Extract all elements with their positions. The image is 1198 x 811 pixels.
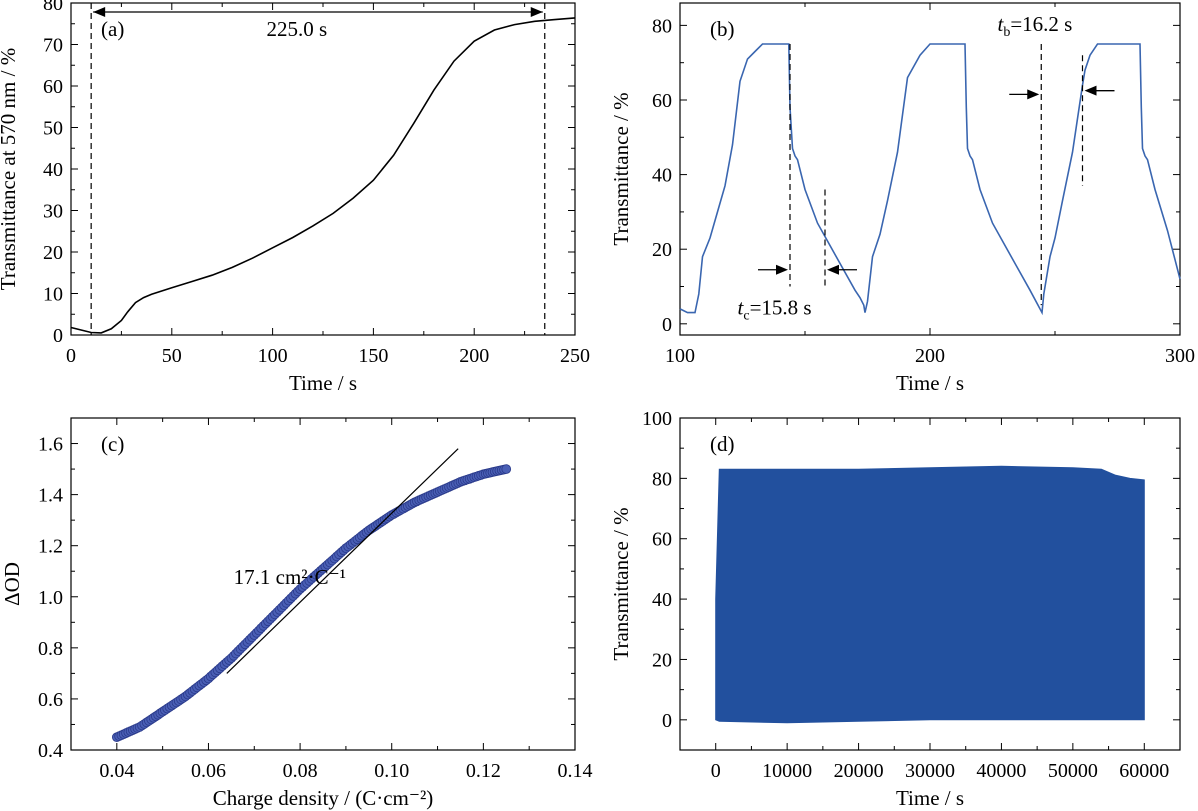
x-tick-label: 50000 bbox=[1048, 760, 1098, 782]
y-tick-label: 50 bbox=[43, 118, 63, 140]
x-tick-label: 0.14 bbox=[558, 760, 593, 782]
x-tick-label: 10000 bbox=[762, 760, 812, 782]
arrow-head-left bbox=[93, 7, 106, 17]
bleaching-arrow-right-head bbox=[1084, 85, 1097, 96]
x-tick-label: 0.08 bbox=[283, 760, 318, 782]
panel-label: (d) bbox=[710, 432, 735, 456]
y-tick-label: 1.4 bbox=[38, 485, 63, 507]
bleaching-arrow-left-head bbox=[1027, 89, 1040, 100]
bleaching-time-label: tb=16.2 s bbox=[998, 12, 1073, 40]
x-tick-label: 200 bbox=[915, 345, 945, 367]
y-tick-label: 40 bbox=[652, 165, 672, 187]
panel-label: (b) bbox=[710, 17, 735, 41]
y-tick-label: 0.4 bbox=[38, 740, 63, 762]
y-tick-label: 20 bbox=[652, 239, 672, 261]
y-tick-label: 80 bbox=[652, 468, 672, 490]
y-tick-label: 0.6 bbox=[38, 689, 63, 711]
y-axis-title: Transmittance at 570 nm / % bbox=[0, 48, 20, 290]
arrow-head-right bbox=[530, 7, 543, 17]
y-tick-label: 60 bbox=[652, 529, 672, 551]
x-tick-label: 30000 bbox=[905, 760, 955, 782]
y-tick-label: 1.6 bbox=[38, 434, 63, 456]
y-tick-label: 40 bbox=[652, 589, 672, 611]
coloration-efficiency-label: 17.1 cm²·C⁻¹ bbox=[234, 565, 346, 589]
y-tick-label: 70 bbox=[43, 35, 63, 57]
x-tick-label: 100 bbox=[665, 345, 695, 367]
y-tick-label: 1.2 bbox=[38, 536, 63, 558]
x-tick-label: 60000 bbox=[1119, 760, 1169, 782]
y-tick-label: 60 bbox=[43, 76, 63, 98]
panel-a: 0 50 100 150 200 250 0 10 20 30 40 50 60 70 80 Time / s… bbox=[0, 0, 590, 395]
y-tick-label: 1.0 bbox=[38, 587, 63, 609]
x-tick-label: 0.06 bbox=[191, 760, 226, 782]
y-tick-label: 80 bbox=[43, 0, 63, 15]
y-tick-label: 0 bbox=[662, 314, 672, 336]
plot-frame bbox=[70, 417, 576, 751]
y-tick-label: 0.8 bbox=[38, 638, 63, 660]
y-tick-label: 20 bbox=[43, 242, 63, 264]
y-tick-label: 30 bbox=[43, 201, 63, 223]
panel-d: 0 10000 20000 30000 40000 50000 60000 0 20 40 60 80… bbox=[609, 408, 1181, 810]
x-tick-label: 0.12 bbox=[466, 760, 501, 782]
y-tick-label: 10 bbox=[43, 284, 63, 306]
panel-c: 0.04 0.06 0.08 0.10 0.12 0.14 0.4 0.6 0.8 1.0 1.2 1… bbox=[0, 417, 593, 810]
x-axis-title: Time / s bbox=[896, 371, 964, 395]
x-axis-title: Time / s bbox=[289, 371, 357, 395]
coloring-arrow-left-head bbox=[776, 264, 788, 275]
y-tick-label: 40 bbox=[43, 159, 63, 181]
y-tick-label: 0 bbox=[53, 325, 63, 347]
x-tick-label: 100 bbox=[258, 345, 288, 367]
cycling-envelope bbox=[715, 465, 1145, 724]
y-tick-label: 80 bbox=[652, 15, 672, 37]
plot-frame bbox=[70, 2, 576, 336]
plot-frame bbox=[679, 2, 1181, 336]
x-tick-label: 200 bbox=[459, 345, 489, 367]
y-axis-title: ΔOD bbox=[0, 562, 24, 606]
y-tick-label: 20 bbox=[652, 649, 672, 671]
y-tick-label: 60 bbox=[652, 90, 672, 112]
y-tick-label: 0 bbox=[662, 710, 672, 732]
y-tick-label: 100 bbox=[642, 408, 672, 430]
x-axis-title: Charge density / (C·cm⁻²) bbox=[213, 786, 434, 810]
coloring-time-label: tc=15.8 s bbox=[738, 295, 812, 323]
panel-label: (a) bbox=[101, 17, 124, 41]
x-tick-label: 20000 bbox=[834, 760, 884, 782]
duration-label: 225.0 s bbox=[266, 17, 327, 41]
coloring-arrow-right-head bbox=[827, 264, 839, 275]
x-tick-label: 40000 bbox=[976, 760, 1026, 782]
x-tick-label: 300 bbox=[1165, 345, 1195, 367]
cycling-curve bbox=[679, 43, 1181, 316]
x-tick-label: 0.10 bbox=[374, 760, 409, 782]
x-tick-label: 0.04 bbox=[99, 760, 134, 782]
linear-fit-line bbox=[226, 448, 459, 674]
data-point bbox=[501, 464, 512, 474]
x-axis-title: Time / s bbox=[896, 786, 964, 810]
x-tick-label: 0 bbox=[66, 345, 76, 367]
y-axis-title: Transmittance / % bbox=[609, 92, 633, 245]
panel-b: 100 200 300 0 20 40 60 80 Time / s Transmittance … bbox=[609, 2, 1195, 395]
x-tick-label: 50 bbox=[162, 345, 182, 367]
data-markers bbox=[112, 464, 512, 742]
x-tick-label: 150 bbox=[358, 345, 388, 367]
x-tick-label: 250 bbox=[560, 345, 590, 367]
transmittance-curve bbox=[70, 17, 576, 334]
panel-label: (c) bbox=[101, 432, 124, 456]
y-axis-title: Transmittance / % bbox=[609, 507, 633, 660]
x-tick-label: 0 bbox=[711, 760, 721, 782]
